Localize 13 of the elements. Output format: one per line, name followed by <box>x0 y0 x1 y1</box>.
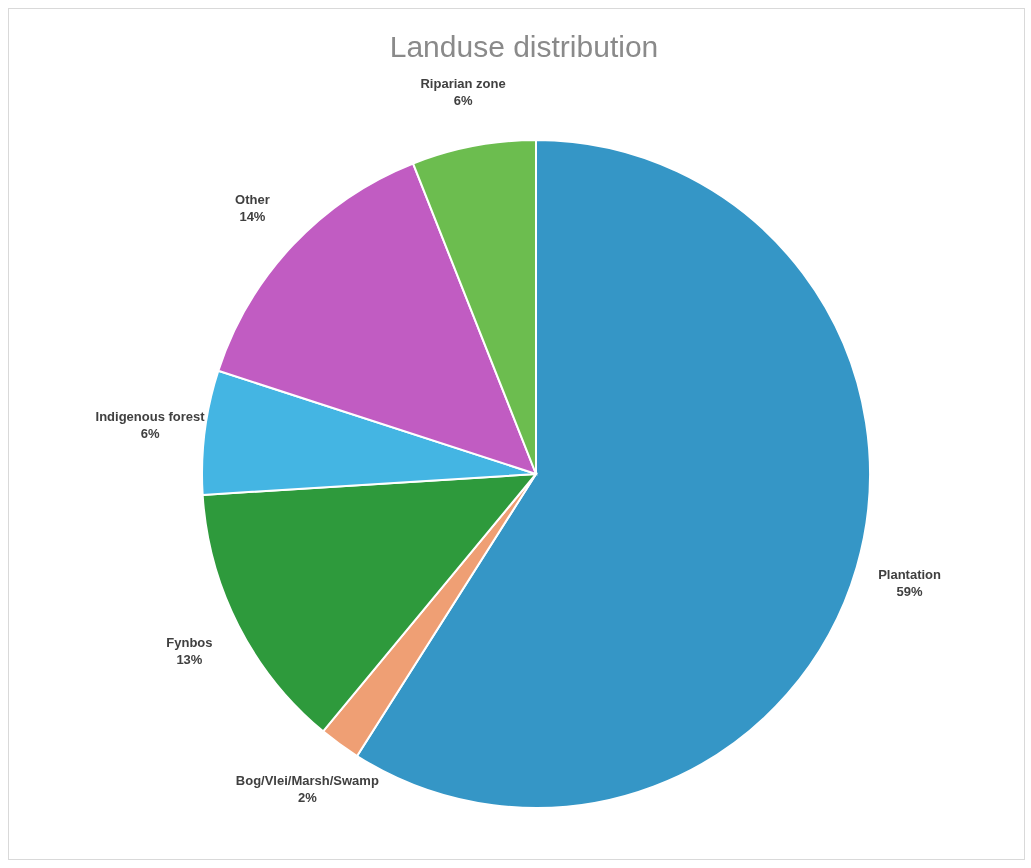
data-label: 14% <box>239 208 266 224</box>
slice-label: Plantation <box>878 566 942 582</box>
data-label: 6% <box>140 426 160 442</box>
data-label: 2% <box>297 789 318 805</box>
data-label: 6% <box>453 92 473 108</box>
slice-label: Fynbos <box>166 634 213 650</box>
data-label: 59% <box>896 583 923 599</box>
chart-title: Landuse distribution <box>389 30 659 63</box>
slice-label: Indigenous forest <box>95 409 206 425</box>
slice-label: Bog/Vlei/Marsh/Swamp <box>235 772 379 788</box>
slice-label: Riparian zone <box>420 75 506 91</box>
data-label: 13% <box>176 651 203 667</box>
slice-label: Other <box>235 191 270 207</box>
